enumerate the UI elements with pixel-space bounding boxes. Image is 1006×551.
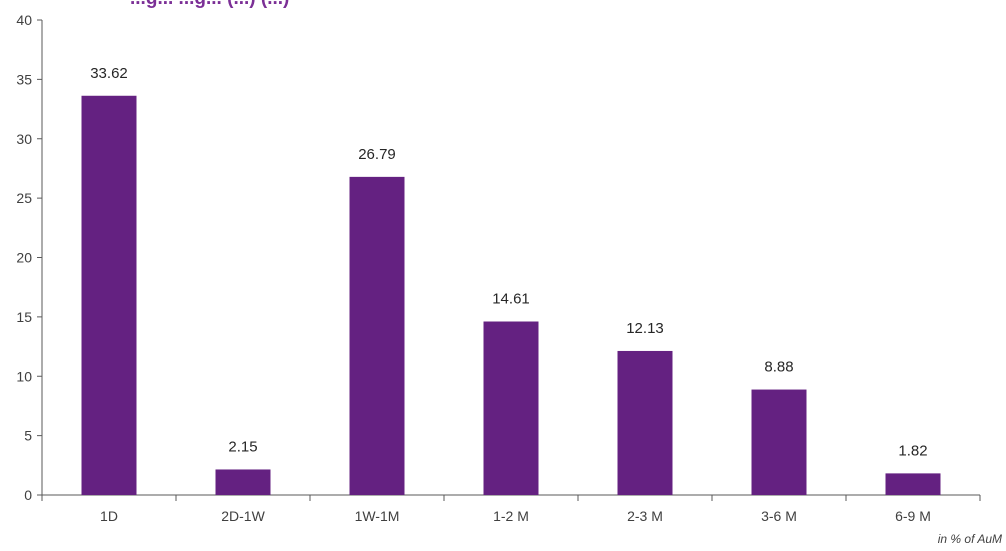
data-label: 12.13 (626, 320, 664, 337)
data-label: 33.62 (90, 65, 128, 82)
data-label: 8.88 (764, 359, 793, 376)
unit-note: in % of AuM (937, 532, 1002, 546)
x-tick-label: 1-2 M (493, 508, 529, 524)
bar (885, 473, 941, 495)
data-label: 1.82 (898, 442, 927, 459)
chart-labels: 33.62 1D 2.15 2D-1W 26.79 1W-1M 14.61 1-2 M 12.1… (90, 65, 931, 524)
bar (215, 469, 271, 495)
y-tick-label: 20 (16, 250, 32, 266)
y-tick-label: 0 (24, 487, 32, 503)
x-tick-label: 2-3 M (627, 508, 663, 524)
data-label: 2.15 (228, 438, 257, 455)
y-tick-label: 10 (16, 368, 32, 384)
x-tick-label: 1W-1M (355, 508, 400, 524)
x-tick-label: 1D (100, 508, 118, 524)
y-tick-label: 15 (16, 309, 32, 325)
x-tick-label: 6-9 M (895, 508, 931, 524)
bar (483, 321, 539, 495)
data-label: 14.61 (492, 291, 530, 308)
y-tick-label: 5 (24, 428, 32, 444)
y-tick-label: 40 (16, 12, 32, 28)
chart-bars (81, 95, 941, 495)
bar (349, 176, 405, 495)
chart-title: ...g... ...g... (...) (...) (130, 0, 289, 10)
y-tick-label: 35 (16, 71, 32, 87)
bar (81, 95, 137, 495)
y-tick-label: 30 (16, 131, 32, 147)
x-tick-label: 2D-1W (221, 508, 265, 524)
bar (751, 389, 807, 495)
bar (617, 350, 673, 495)
x-tick-label: 3-6 M (761, 508, 797, 524)
y-tick-label: 25 (16, 190, 32, 206)
data-label: 26.79 (358, 146, 396, 163)
